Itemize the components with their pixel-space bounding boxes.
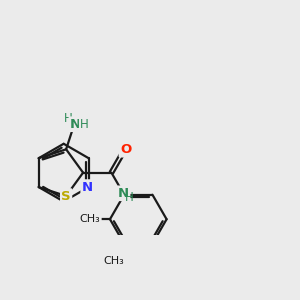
Text: N: N bbox=[118, 187, 129, 200]
Text: H: H bbox=[80, 118, 88, 131]
Text: CH₃: CH₃ bbox=[80, 214, 101, 224]
Text: CH₃: CH₃ bbox=[104, 256, 124, 266]
Text: H: H bbox=[124, 191, 133, 204]
Text: O: O bbox=[120, 143, 131, 156]
Text: N: N bbox=[70, 118, 81, 131]
Text: H: H bbox=[63, 112, 72, 125]
Text: N: N bbox=[82, 181, 93, 194]
Text: S: S bbox=[61, 190, 71, 202]
